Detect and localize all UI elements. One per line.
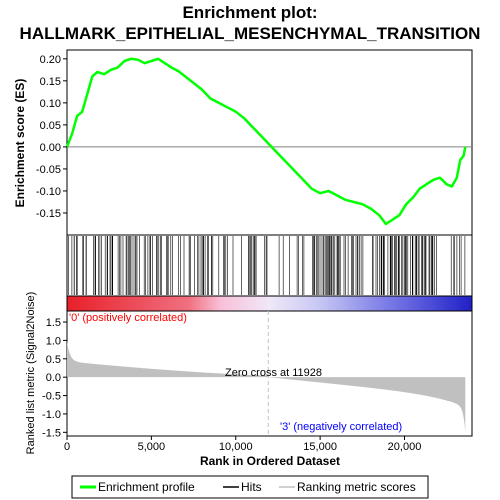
hits-panel [66, 234, 473, 297]
es-tick-label: -0.10 [36, 186, 61, 198]
es-axis-label: Enrichment score (ES) [13, 79, 27, 208]
metric-tick-label: 1.5 [46, 317, 61, 329]
axis-layer: 0.200.150.100.050.00-0.05-0.10-0.151.51.… [36, 54, 421, 453]
hits-layer [68, 236, 466, 295]
ranking-color-bar [66, 295, 473, 312]
metric-tick-label: 0.5 [46, 354, 61, 366]
es-panel [66, 49, 473, 236]
es-tick-label: 0.10 [40, 98, 61, 110]
es-tick-label: 0.05 [40, 120, 61, 132]
x-tick-label: 0 [64, 441, 70, 453]
hit-markers [68, 236, 466, 295]
es-tick-label: 0.00 [40, 142, 61, 154]
es-tick-label: -0.15 [36, 208, 61, 220]
metric-tick-label: -1.0 [42, 409, 61, 421]
es-layer [65, 57, 472, 226]
metric-tick-label: -0.5 [42, 391, 61, 403]
zero-cross-label: Zero cross at 11928 [225, 367, 322, 379]
legend-es-label: Enrichment profile [98, 480, 195, 494]
x-tick-label: 10,000 [219, 441, 253, 453]
es-tick-label: -0.05 [36, 164, 61, 176]
metric-axis-label: Ranked list metric (Signal2Noise) [25, 292, 37, 455]
es-tick-label: 0.20 [40, 54, 61, 66]
metric-tick-label: 0.0 [46, 372, 61, 384]
es-curve [65, 57, 467, 226]
x-tick-label: 5,000 [138, 441, 166, 453]
x-tick-label: 15,000 [303, 441, 337, 453]
metric-layer [67, 311, 466, 436]
legend [71, 475, 429, 499]
x-axis-label: Rank in Ordered Dataset [200, 454, 340, 468]
metric-area [67, 341, 466, 433]
legend-hits-label: Hits [241, 480, 262, 494]
negative-correlated-label: '3' (negatively correlated) [280, 421, 402, 433]
positive-correlated-label: '0' (positively correlated) [69, 312, 187, 324]
chart-title-line2: HALLMARK_EPITHELIAL_MESENCHYMAL_TRANSITI… [20, 24, 481, 43]
x-tick-label: 20,000 [388, 441, 422, 453]
legend-metric-label: Ranking metric scores [297, 480, 416, 494]
metric-tick-label: -1.5 [42, 427, 61, 439]
metric-tick-label: 1.0 [46, 335, 61, 347]
chart-title-line1: Enrichment plot: [182, 3, 317, 22]
es-tick-label: 0.15 [40, 76, 61, 88]
